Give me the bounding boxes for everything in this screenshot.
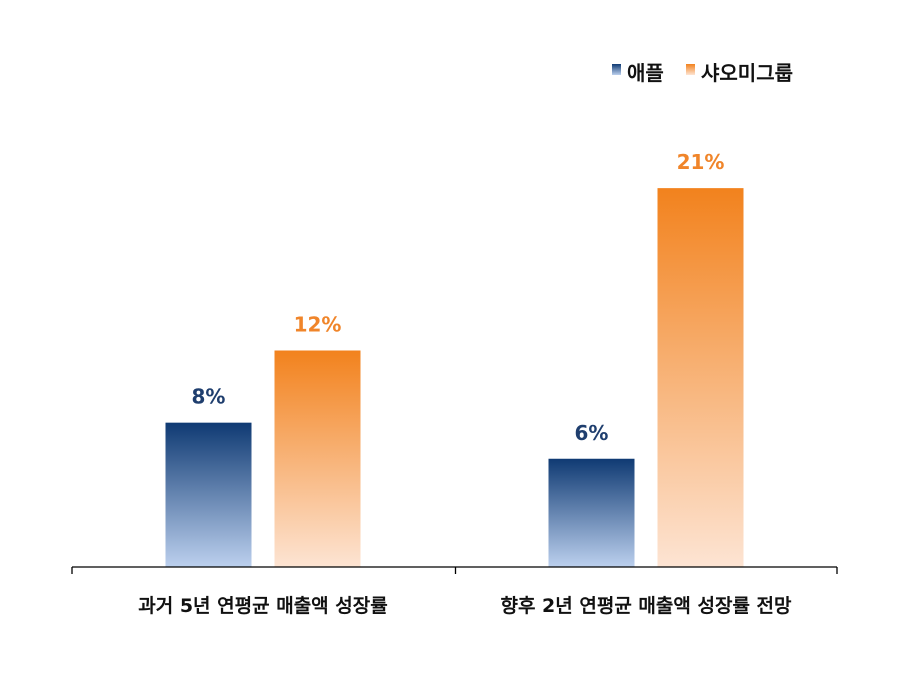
bar-xiaomi-2 [657, 188, 744, 567]
data-labels-layer: 8% 12% 6% 21% [192, 150, 725, 445]
data-label-xiaomi-2: 21% [677, 150, 725, 174]
bars-layer [165, 188, 744, 567]
legend-swatch-apple [612, 64, 621, 75]
legend-label-xiaomi: 샤오미그룹 [701, 61, 793, 85]
data-label-apple-2: 6% [575, 421, 609, 445]
bar-xiaomi-1 [274, 350, 361, 567]
x-tick-label-2: 향후 2년 연평균 매출액 성장률 전망 [500, 595, 792, 617]
x-tick-label-1: 과거 5년 연평균 매출액 성장률 [138, 595, 387, 617]
bar-apple-2 [548, 458, 635, 567]
bar-apple-1 [165, 422, 252, 567]
data-label-apple-1: 8% [192, 385, 226, 409]
data-label-xiaomi-1: 12% [294, 313, 342, 337]
x-axis: 과거 5년 연평균 매출액 성장률 향후 2년 연평균 매출액 성장률 전망 [71, 566, 838, 617]
legend-swatch-xiaomi [686, 64, 695, 75]
legend-label-apple: 애플 [627, 61, 664, 85]
legend: 애플 샤오미그룹 [612, 61, 793, 85]
